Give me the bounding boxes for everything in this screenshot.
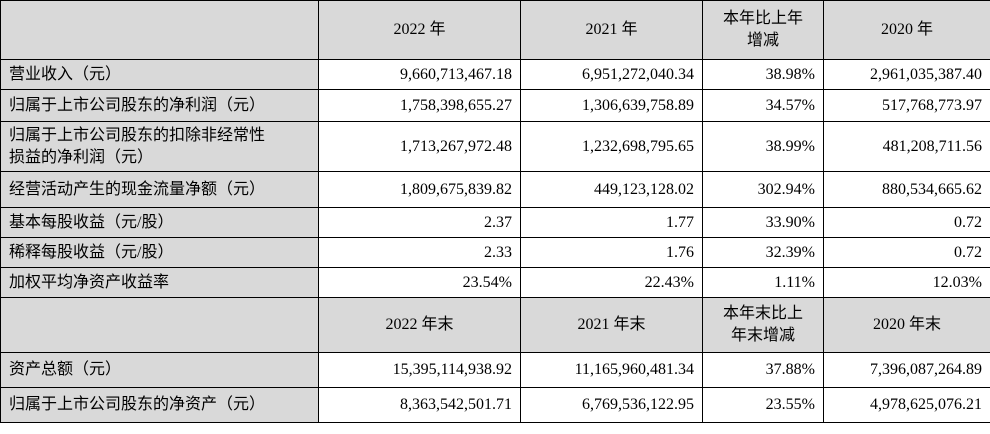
value-2020: 481,208,711.56 [823,121,990,172]
value-2021: 1,306,639,758.89 [520,89,703,122]
annual-col-header-2020: 2020 年 [823,0,990,60]
value-2021: 1,232,698,795.65 [520,121,703,172]
annual-col-header-2022: 2022 年 [318,0,521,60]
value-change: 37.88% [702,352,824,388]
year-end-col-header-2020: 2020 年末 [823,297,990,353]
value-change: 302.94% [702,171,824,208]
value-change: 23.55% [702,387,824,423]
table-row-diluted-eps: 稀释每股收益（元/股） 2.33 1.76 32.39% 0.72 [0,237,990,268]
row-label: 资产总额（元） [0,352,319,388]
annual-col-header-change: 本年比上年 增减 [702,0,824,60]
table-row-net-profit-excl-nonrecurring: 归属于上市公司股东的扣除非经常性 损益的净利润（元） 1,713,267,972… [0,121,990,172]
row-label: 经营活动产生的现金流量净额（元） [0,171,319,208]
row-label: 归属于上市公司股东的净资产（元） [0,387,319,423]
year-end-col-header-2022: 2022 年末 [318,297,521,353]
value-2021: 22.43% [520,267,703,298]
value-2022: 1,713,267,972.48 [318,121,521,172]
table-row-weighted-avg-roe: 加权平均净资产收益率 23.54% 22.43% 1.11% 12.03% [0,267,990,298]
table-row-operating-cash-flow: 经营活动产生的现金流量净额（元） 1,809,675,839.82 449,12… [0,171,990,208]
table-row-basic-eps: 基本每股收益（元/股） 2.37 1.77 33.90% 0.72 [0,207,990,238]
value-2020: 4,978,625,076.21 [823,387,990,423]
value-change: 38.99% [702,121,824,172]
table-row-net-profit: 归属于上市公司股东的净利润（元） 1,758,398,655.27 1,306,… [0,89,990,122]
year-end-header-row: 2022 年末 2021 年末 本年末比上 年末增减 2020 年末 [0,297,990,353]
value-change: 1.11% [702,267,824,298]
year-end-col-header-change: 本年末比上 年末增减 [702,297,824,353]
table-row-revenue: 营业收入（元） 9,660,713,467.18 6,951,272,040.3… [0,59,990,90]
value-change: 32.39% [702,237,824,268]
row-label: 基本每股收益（元/股） [0,207,319,238]
value-2022: 8,363,542,501.71 [318,387,521,423]
row-label: 加权平均净资产收益率 [0,267,319,298]
value-2020: 880,534,665.62 [823,171,990,208]
value-2022: 2.37 [318,207,521,238]
row-label: 归属于上市公司股东的扣除非经常性 损益的净利润（元） [0,121,319,172]
table-row-total-assets: 资产总额（元） 15,395,114,938.92 11,165,960,481… [0,352,990,388]
value-change: 33.90% [702,207,824,238]
value-change: 38.98% [702,59,824,90]
value-2020: 0.72 [823,207,990,238]
row-label: 归属于上市公司股东的净利润（元） [0,89,319,122]
year-end-col-header-2021: 2021 年末 [520,297,703,353]
annual-header-row: 2022 年 2021 年 本年比上年 增减 2020 年 [0,0,990,60]
table-row-net-assets: 归属于上市公司股东的净资产（元） 8,363,542,501.71 6,769,… [0,387,990,423]
value-2021: 1.77 [520,207,703,238]
value-2021: 449,123,128.02 [520,171,703,208]
value-2022: 2.33 [318,237,521,268]
value-change: 34.57% [702,89,824,122]
value-2021: 1.76 [520,237,703,268]
financial-summary-table: 2022 年 2021 年 本年比上年 增减 2020 年 营业收入（元） 9,… [0,0,990,423]
annual-corner-cell [0,0,319,60]
value-2022: 9,660,713,467.18 [318,59,521,90]
value-2022: 1,758,398,655.27 [318,89,521,122]
value-2022: 1,809,675,839.82 [318,171,521,208]
value-2020: 7,396,087,264.89 [823,352,990,388]
value-2021: 6,951,272,040.34 [520,59,703,90]
value-2021: 6,769,536,122.95 [520,387,703,423]
row-label: 营业收入（元） [0,59,319,90]
row-label: 稀释每股收益（元/股） [0,237,319,268]
year-end-corner-cell [0,297,319,353]
value-2020: 2,961,035,387.40 [823,59,990,90]
value-2020: 0.72 [823,237,990,268]
value-2020: 12.03% [823,267,990,298]
value-2022: 23.54% [318,267,521,298]
value-2021: 11,165,960,481.34 [520,352,703,388]
value-2022: 15,395,114,938.92 [318,352,521,388]
annual-col-header-2021: 2021 年 [520,0,703,60]
value-2020: 517,768,773.97 [823,89,990,122]
